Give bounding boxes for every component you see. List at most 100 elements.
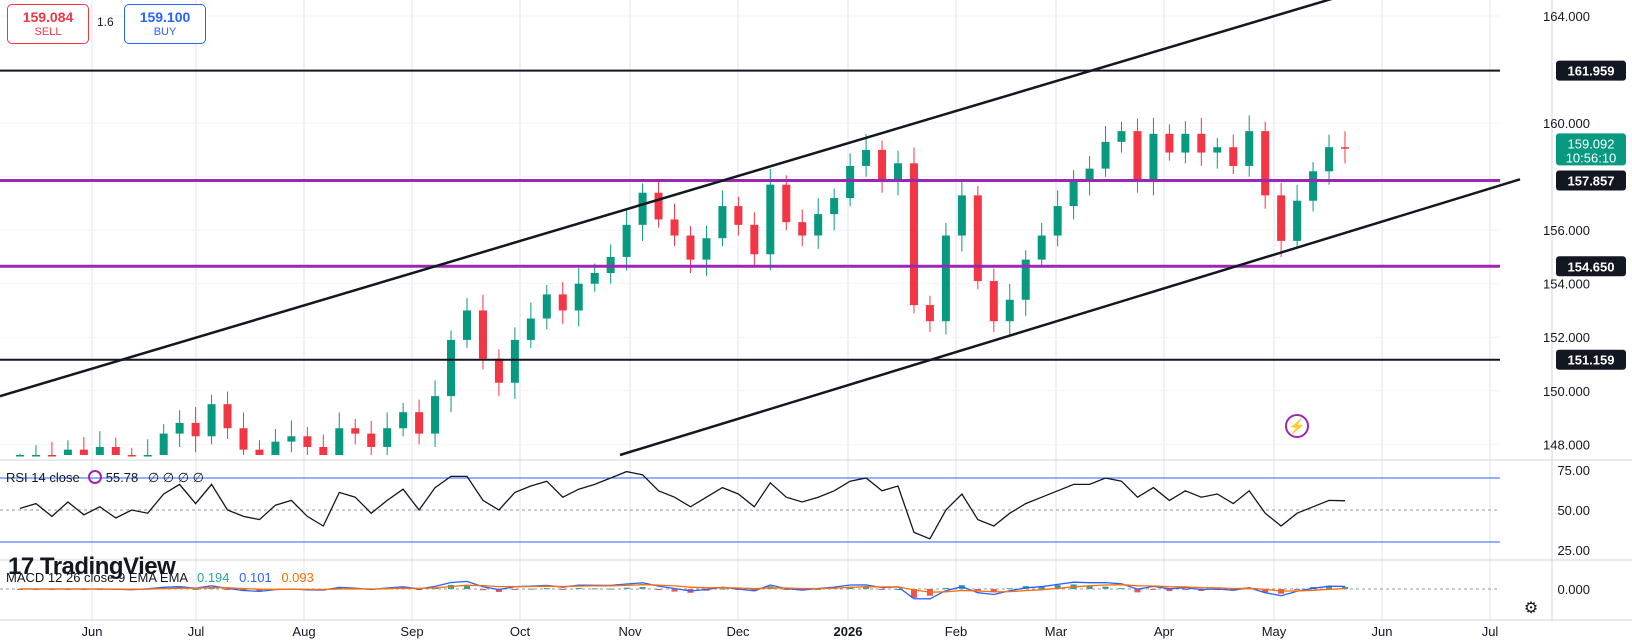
- candle-body: [957, 195, 966, 236]
- candle-body: [95, 446, 104, 455]
- macd-hist-bar: [942, 587, 949, 589]
- x-tick-label: Nov: [618, 624, 642, 639]
- macd-hist-bar: [336, 587, 343, 589]
- candle-body: [159, 433, 168, 455]
- candle-body: [814, 214, 823, 236]
- rsi-extra: ∅ ∅ ∅ ∅: [147, 470, 205, 485]
- candle-body: [766, 184, 775, 255]
- sell-price: 159.084: [22, 9, 74, 25]
- candle-body: [989, 281, 998, 322]
- candle-body: [973, 195, 982, 282]
- macd-hist-bar: [256, 589, 263, 592]
- candle-body: [526, 318, 535, 340]
- candle-body: [79, 449, 88, 455]
- candle-body: [271, 441, 280, 455]
- candle-body: [1245, 131, 1254, 166]
- x-tick-label: Apr: [1154, 624, 1175, 639]
- level-tag-label: 151.159: [1568, 353, 1615, 368]
- level-tag: [1556, 349, 1626, 370]
- candle-body: [383, 428, 392, 447]
- candle-body: [558, 294, 567, 311]
- macd-hist-bar: [655, 589, 662, 591]
- candle-body: [702, 238, 711, 260]
- candle-body: [478, 310, 487, 359]
- macd-legend[interactable]: MACD 12 26 close 9 EMA EMA 0.194 0.101 0…: [6, 570, 314, 585]
- spread-value: 1.6: [97, 15, 114, 29]
- rsi-pane: 75.00 50.00 25.00: [0, 463, 1590, 558]
- candle-body: [670, 219, 679, 236]
- candle-body: [31, 455, 40, 457]
- buy-label: BUY: [153, 26, 177, 38]
- y-tick-label: 154.000: [1543, 277, 1590, 292]
- x-tick-label: Aug: [292, 624, 315, 639]
- rsi-line: [19, 470, 1346, 540]
- candle-body: [462, 310, 471, 340]
- candle-body: [63, 449, 72, 455]
- time-axis: Jun Jul Aug Sep Oct Nov Dec 2026 Feb Mar Apr May Jun…: [82, 624, 1499, 639]
- macd-title: MACD 12 26 close 9 EMA EMA: [6, 570, 188, 585]
- flash-icon[interactable]: ⚡: [1285, 414, 1309, 438]
- candle-body: [1325, 147, 1334, 172]
- candle-body: [1261, 131, 1270, 196]
- candle-body: [862, 149, 871, 166]
- candle-body: [878, 149, 887, 180]
- candle-body: [335, 428, 344, 455]
- candle-body: [510, 339, 519, 383]
- x-tick-label: Jun: [82, 624, 103, 639]
- channel-upper-line: [0, 0, 1333, 398]
- candle-body: [798, 222, 807, 236]
- price-axis: 148.000 150.000 152.000 154.000 156.000 160.0…: [1543, 9, 1626, 452]
- candle-body: [111, 446, 120, 455]
- level-tag: [1556, 170, 1626, 191]
- macd-hist-bar: [1086, 585, 1093, 589]
- candle-body: [894, 163, 903, 180]
- candle-body: [367, 433, 376, 447]
- macd-hist-bar: [671, 589, 678, 592]
- macd-lines: 0.000: [0, 580, 1590, 600]
- candle-body: [750, 224, 759, 255]
- candle-body: [782, 184, 791, 223]
- trend-lines: [0, 0, 1521, 457]
- candle-body: [941, 235, 950, 322]
- macd-line-value: 0.101: [239, 570, 272, 585]
- rsi-icon: [87, 470, 102, 484]
- candle-body: [351, 428, 360, 434]
- candle-body: [223, 404, 232, 429]
- macd-hist-bar: [192, 588, 199, 590]
- x-tick-label: Feb: [945, 624, 967, 639]
- tradingview-logo: 17 TradingView: [8, 553, 176, 580]
- rsi-legend[interactable]: RSI 14 close 55.78 ∅ ∅ ∅ ∅: [6, 470, 204, 486]
- channel-lower-line: [619, 178, 1521, 457]
- candle-body: [1037, 235, 1046, 260]
- signal-line: [20, 584, 1346, 593]
- candle-body: [1069, 179, 1078, 207]
- candle-body: [1181, 133, 1190, 153]
- candle-body: [622, 224, 631, 257]
- candle-body: [16, 455, 24, 457]
- buy-button[interactable]: 159.100 BUY: [124, 4, 206, 44]
- level-tag: [1556, 256, 1626, 277]
- sell-button[interactable]: 159.084 SELL: [7, 4, 89, 44]
- candle-body: [925, 305, 934, 322]
- candle-body: [1229, 147, 1238, 166]
- candle-body: [127, 455, 136, 457]
- y-tick-label: 148.000: [1543, 437, 1590, 452]
- rsi-value: 55.78: [105, 470, 139, 485]
- candle-body: [494, 358, 503, 383]
- candle-body: [1005, 299, 1014, 322]
- candle-body: [542, 294, 551, 319]
- candle-body: [686, 235, 695, 260]
- macd-hist-bar: [1262, 589, 1269, 593]
- last-price-value: 159.092: [1568, 136, 1615, 151]
- candle-body: [830, 198, 839, 215]
- x-tick-label: May: [1262, 624, 1287, 639]
- candle-body: [1149, 133, 1158, 180]
- candle-body: [1309, 171, 1318, 201]
- settings-icon[interactable]: ⚙: [1523, 600, 1539, 617]
- candle-body: [909, 163, 918, 306]
- level-tag-label: 154.650: [1568, 259, 1615, 274]
- macd-hist-bar: [495, 589, 502, 592]
- buy-price: 159.100: [139, 9, 191, 25]
- candle-body: [734, 206, 743, 225]
